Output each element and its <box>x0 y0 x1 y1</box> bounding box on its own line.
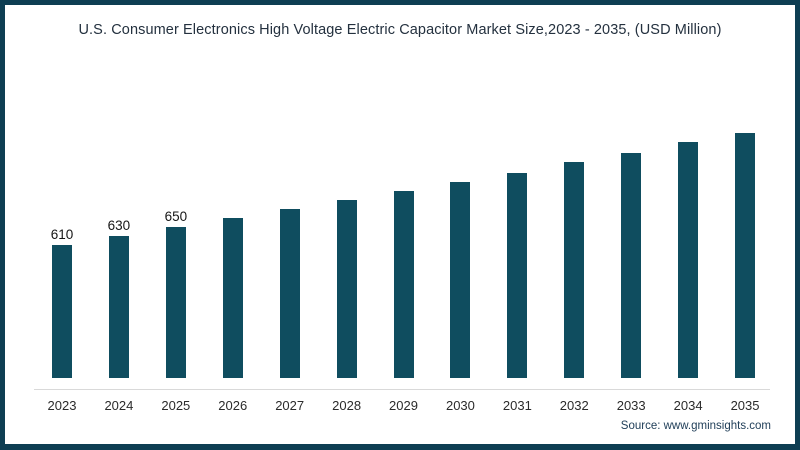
bar-2028 <box>336 200 357 378</box>
chart-title: U.S. Consumer Electronics High Voltage E… <box>78 22 722 38</box>
x-tick-2025: 2025 <box>161 398 191 413</box>
plot-area: 610 2023 630 2024 650 2025 2026 2027 2028 2029 203… <box>5 5 795 444</box>
bar-2033 <box>621 153 642 378</box>
bar-2025 <box>165 227 186 378</box>
bar-2026 <box>222 218 243 378</box>
x-tick-2033: 2033 <box>616 398 646 413</box>
bar-2032 <box>564 162 585 378</box>
value-label-2024: 630 <box>107 218 131 234</box>
source-credit: Source: www.gminsights.com <box>620 420 771 432</box>
bar-2031 <box>507 173 528 378</box>
bar-2029 <box>393 191 414 378</box>
x-tick-2028: 2028 <box>332 398 362 413</box>
bar-2024 <box>108 236 129 378</box>
x-tick-2030: 2030 <box>445 398 475 413</box>
x-tick-2024: 2024 <box>104 398 134 413</box>
x-tick-2027: 2027 <box>275 398 305 413</box>
bar-2035 <box>735 132 756 378</box>
value-label-2023: 610 <box>50 227 74 243</box>
x-tick-2032: 2032 <box>559 398 589 413</box>
bar-2027 <box>279 209 300 378</box>
bar-2030 <box>450 182 471 378</box>
x-tick-2035: 2035 <box>730 398 760 413</box>
bar-2023 <box>52 245 72 378</box>
x-tick-2034: 2034 <box>673 398 703 413</box>
x-tick-2026: 2026 <box>218 398 248 413</box>
x-tick-2031: 2031 <box>502 398 532 413</box>
value-label-2025: 650 <box>164 209 188 225</box>
x-tick-2029: 2029 <box>389 398 418 413</box>
x-tick-2023: 2023 <box>47 398 77 413</box>
x-axis-line <box>34 389 770 390</box>
bar-2034 <box>678 141 699 378</box>
